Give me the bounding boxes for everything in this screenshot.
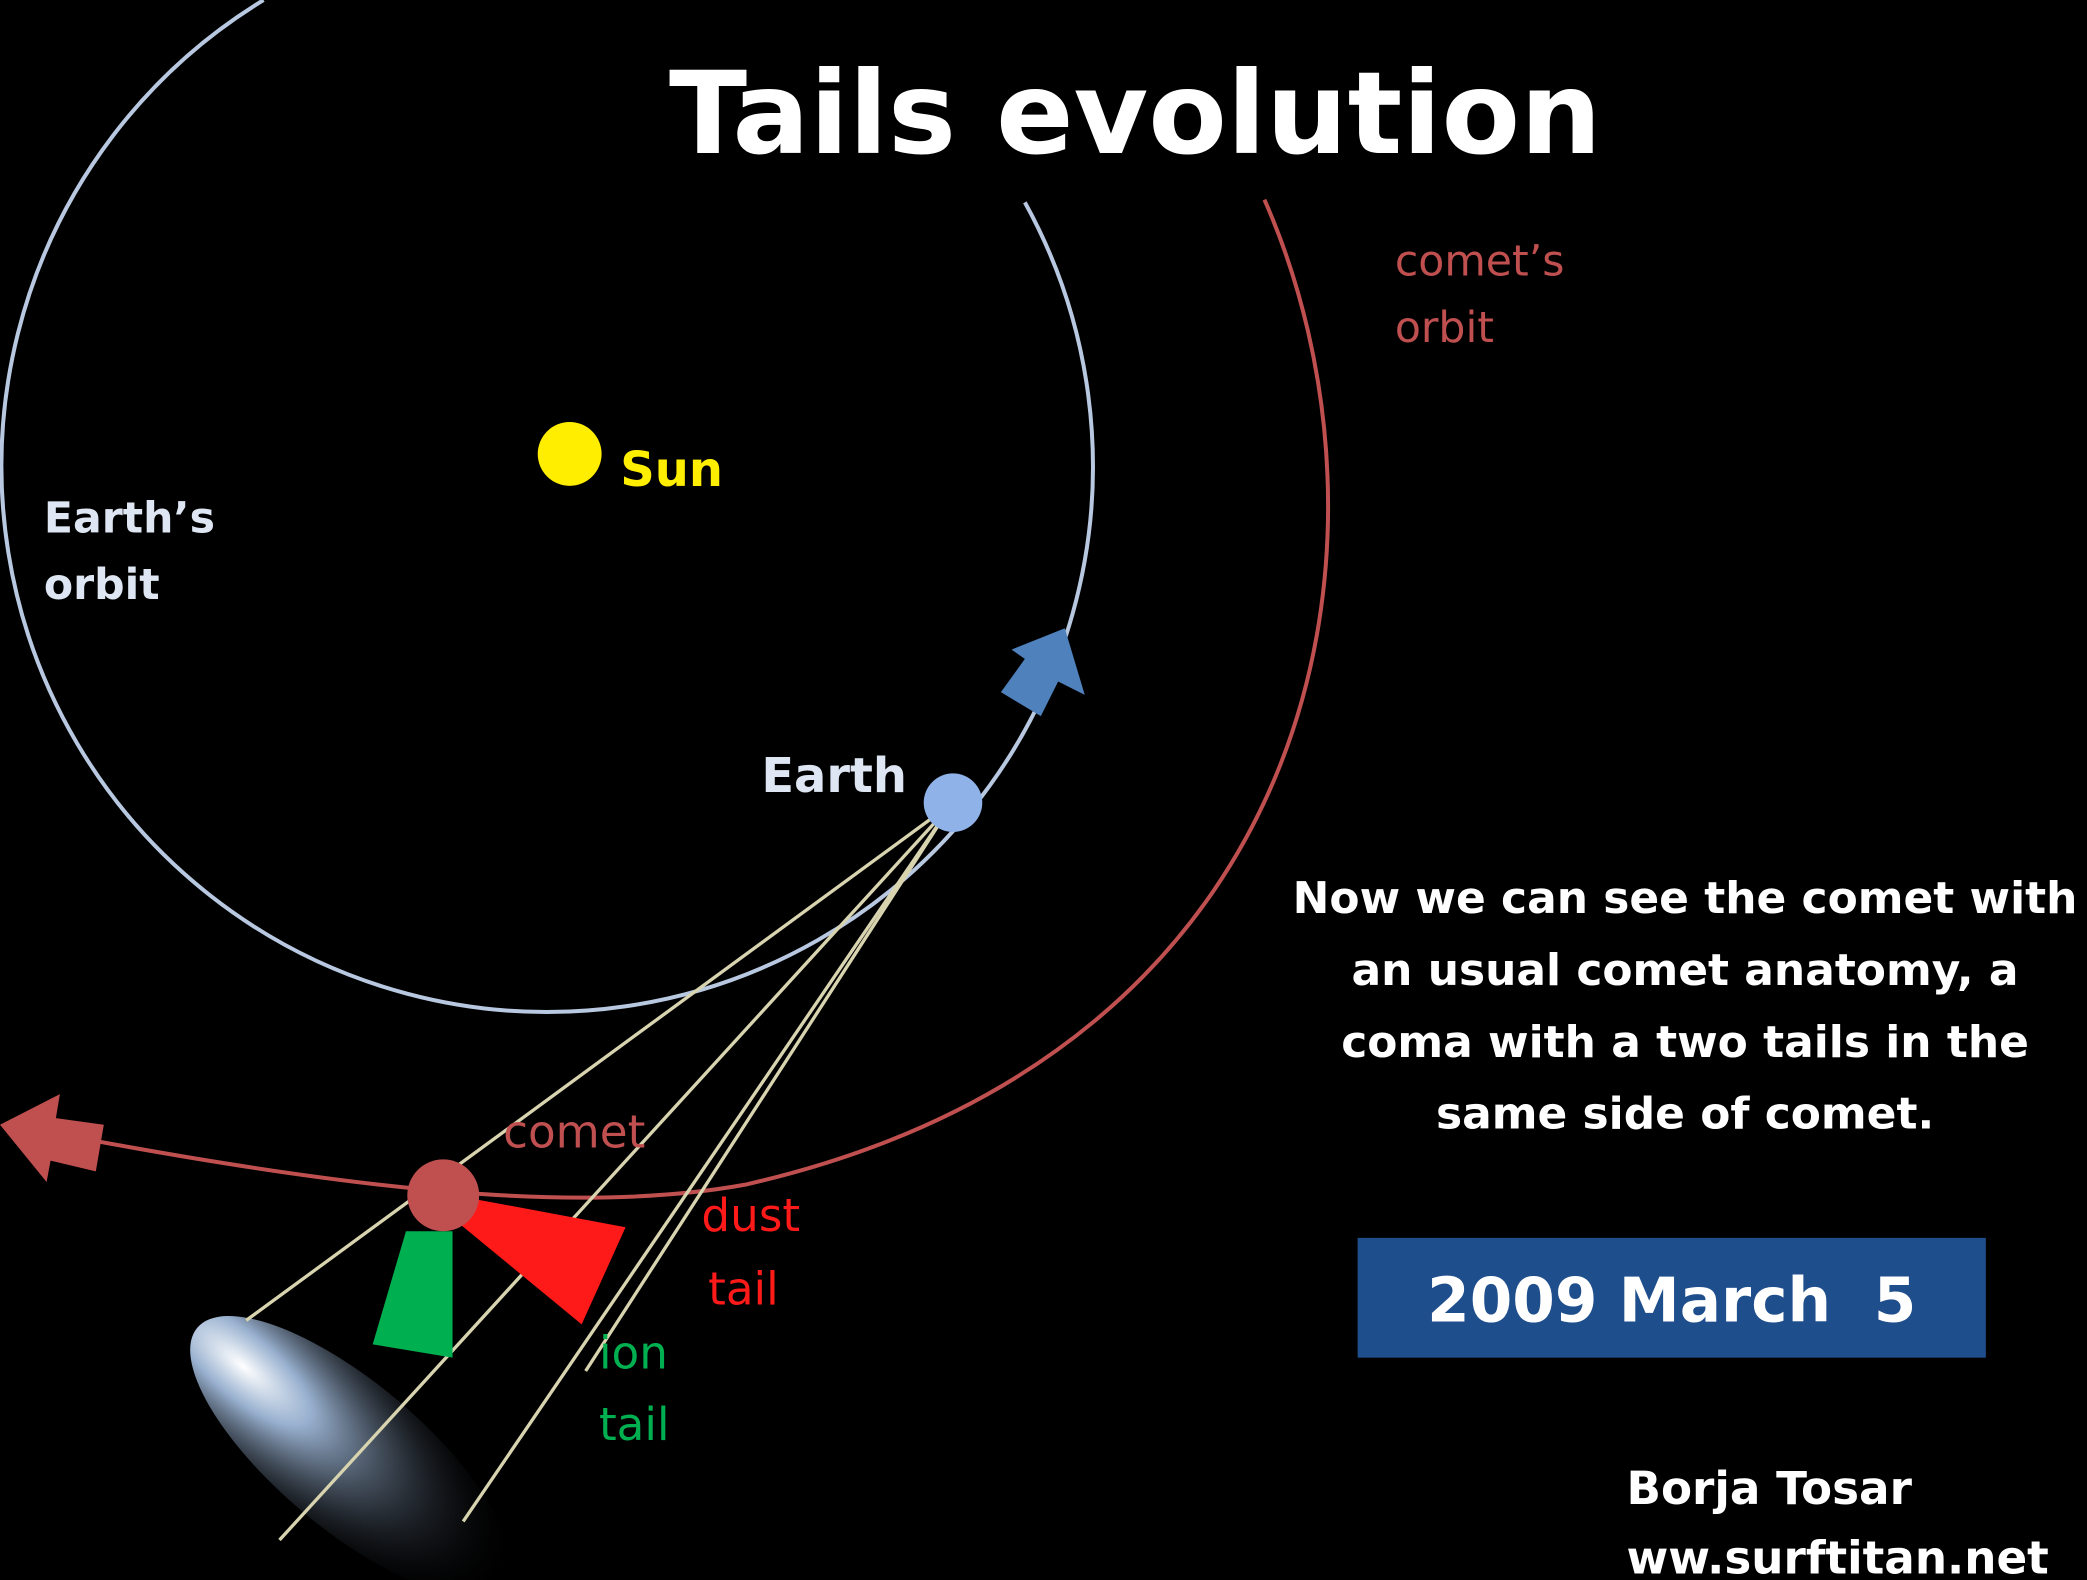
comet	[407, 1159, 480, 1232]
earth-label: Earth	[761, 749, 907, 804]
credit: ww.surftitan.net	[1626, 1531, 2048, 1580]
earth-orbit-label: orbit	[44, 560, 160, 610]
sight-lines	[245, 801, 955, 1542]
dust-tail	[460, 1197, 626, 1325]
comet-orbit-label: comet’s	[1395, 237, 1565, 287]
dust-tail-label: tail	[708, 1262, 779, 1315]
comet-arrow	[0, 1094, 104, 1182]
ion-tail-label: tail	[599, 1398, 670, 1451]
description: coma with a two tails in the	[1341, 1017, 2029, 1068]
title: Tails evolution	[669, 47, 1602, 180]
ion-tail	[372, 1231, 453, 1358]
description: Now we can see the comet with	[1293, 873, 2078, 924]
date: 2009 March 5	[1427, 1266, 1916, 1337]
credit: Borja Tosar	[1626, 1462, 1912, 1515]
earth-orbit	[0, 0, 1095, 1014]
comet-label: comet	[503, 1105, 645, 1158]
dust-tail-label: dust	[701, 1189, 800, 1242]
ion-tail-label: ion	[599, 1326, 668, 1379]
earth-orbit-label: Earth’s	[44, 493, 215, 543]
sun-label: Sun	[620, 443, 723, 498]
comet-orbit-label: orbit	[1395, 303, 1494, 353]
earth-arrow	[1000, 628, 1085, 717]
description: same side of comet.	[1436, 1089, 1934, 1140]
sun	[537, 421, 602, 486]
description: an usual comet anatomy, a	[1352, 945, 2019, 996]
date-box	[1357, 1237, 1986, 1358]
earth	[923, 773, 983, 832]
comet-photo	[190, 1316, 511, 1580]
